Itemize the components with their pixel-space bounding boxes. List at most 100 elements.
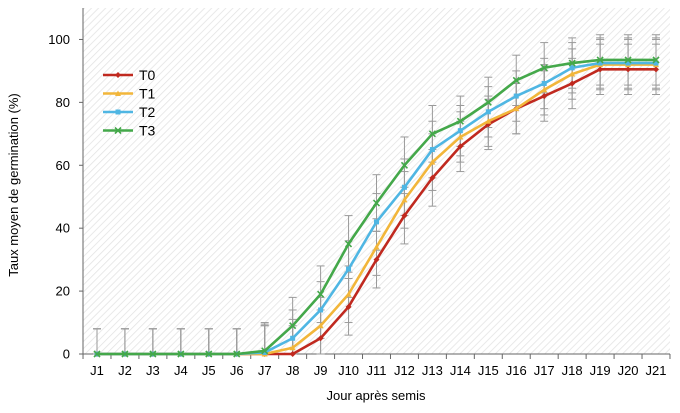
data-point (428, 130, 436, 138)
data-point (456, 117, 464, 125)
data-point (317, 290, 325, 298)
data-point (317, 322, 324, 329)
data-point (289, 344, 296, 351)
y-axis: 0 20 40 60 80 100 (48, 8, 84, 362)
x-tick-label: J7 (258, 363, 272, 378)
x-tick-label: J5 (202, 363, 216, 378)
data-point (484, 98, 492, 106)
data-point (401, 212, 408, 219)
data-point (93, 350, 101, 358)
y-tick-label: 20 (56, 284, 70, 299)
data-point (541, 80, 547, 86)
data-point (597, 66, 604, 73)
data-point (625, 60, 631, 66)
data-point (569, 65, 575, 71)
data-point (596, 56, 604, 64)
x-axis-title: Jour après semis (327, 388, 426, 403)
legend-label-t1: T1 (139, 86, 156, 102)
x-tick-label: J11 (367, 363, 387, 378)
data-point (115, 109, 121, 115)
series-lines (93, 56, 660, 358)
x-tick-label: J19 (590, 363, 611, 378)
y-tick-label: 0 (63, 347, 70, 362)
x-tick-label: J16 (506, 363, 527, 378)
data-point (485, 118, 492, 124)
x-tick-label: J4 (174, 363, 188, 378)
data-point (233, 350, 241, 358)
data-point (289, 322, 297, 330)
data-point (373, 244, 380, 250)
data-point (569, 80, 576, 87)
data-point (429, 147, 435, 153)
data-point (429, 159, 436, 165)
y-tick-label: 60 (56, 158, 70, 173)
data-point (372, 199, 381, 207)
x-tick-label: J12 (394, 363, 415, 378)
data-point (513, 93, 519, 99)
data-point (344, 240, 353, 248)
data-point (345, 303, 352, 310)
data-point (540, 64, 548, 72)
x-tick-label: J13 (422, 363, 443, 378)
legend: T0 T1 T2 T3 (103, 67, 156, 139)
data-point (115, 72, 121, 78)
data-point (568, 59, 576, 67)
data-point (374, 219, 379, 225)
x-tick-label: J14 (450, 363, 471, 378)
data-point (262, 349, 268, 355)
data-point (513, 105, 520, 112)
x-tick-label: J15 (478, 363, 499, 378)
data-point (541, 93, 548, 100)
data-point (115, 90, 121, 96)
x-tick-label: J8 (286, 363, 300, 378)
data-point (624, 56, 632, 64)
data-point (457, 128, 463, 134)
legend-label-t2: T2 (139, 104, 156, 120)
data-point (290, 335, 296, 341)
x-tick-label: J21 (646, 363, 667, 378)
x-tick-label: J10 (338, 363, 359, 378)
y-tick-label: 80 (56, 95, 70, 110)
y-tick-label: 40 (56, 221, 70, 236)
x-tick-label: J2 (118, 363, 132, 378)
data-point (457, 133, 464, 140)
data-point (625, 66, 632, 73)
data-point (401, 184, 407, 190)
data-point (205, 350, 213, 358)
data-point (485, 109, 491, 115)
data-point (653, 60, 659, 66)
data-point (318, 307, 324, 313)
x-tick-label: J18 (562, 363, 583, 378)
y-axis-title: Taux moyen de germination (%) (6, 93, 21, 277)
data-point (401, 196, 408, 203)
data-point (261, 347, 269, 355)
data-point (652, 56, 660, 64)
data-point (114, 126, 122, 135)
data-point (653, 66, 659, 73)
x-tick-label: J17 (534, 363, 555, 378)
data-point (149, 350, 157, 358)
data-point (597, 60, 603, 66)
data-point (457, 143, 464, 150)
legend-label-t0: T0 (139, 67, 156, 83)
x-tick-label: J9 (314, 363, 328, 378)
data-point (289, 351, 296, 357)
data-point (346, 266, 352, 272)
data-point (121, 350, 129, 358)
x-tick-label: J20 (618, 363, 639, 378)
data-point (400, 161, 409, 169)
data-point (569, 71, 576, 77)
data-point (317, 335, 324, 342)
data-point (345, 291, 352, 297)
x-tick-label: J1 (90, 363, 104, 378)
y-tick-label: 100 (48, 32, 70, 47)
data-point (541, 86, 548, 93)
data-point (429, 174, 436, 181)
data-point (512, 76, 520, 84)
data-point (373, 256, 380, 263)
x-tick-label: J3 (146, 363, 160, 378)
x-tick-label: J6 (230, 363, 244, 378)
legend-label-t3: T3 (139, 123, 156, 139)
